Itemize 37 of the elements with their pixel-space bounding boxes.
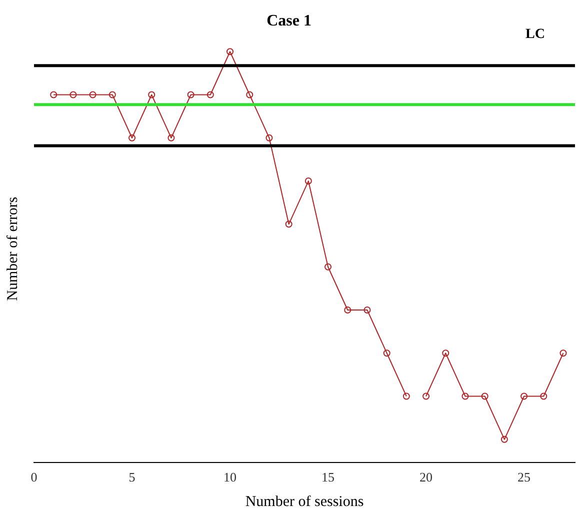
point — [520, 392, 528, 400]
point — [187, 91, 194, 98]
point — [128, 134, 136, 142]
x-tick-label: 0 — [30, 470, 38, 485]
x-tick-label: 5 — [128, 470, 136, 485]
point — [364, 306, 371, 314]
point — [50, 91, 58, 98]
point — [560, 350, 567, 357]
text: LC — [526, 27, 545, 42]
point — [304, 178, 312, 185]
x-tick-label: 15 — [322, 470, 335, 485]
x-tick-label: 20 — [420, 470, 433, 485]
point — [148, 91, 156, 98]
point — [442, 350, 450, 357]
chart-title: Case 1 — [266, 12, 312, 30]
point — [89, 91, 96, 98]
point — [206, 91, 214, 98]
point — [226, 48, 234, 56]
point — [108, 91, 116, 98]
point — [285, 220, 292, 228]
x-tick-label: 10 — [224, 470, 237, 485]
point — [383, 350, 390, 357]
point — [70, 91, 77, 98]
point — [402, 392, 410, 400]
point — [344, 306, 352, 314]
point — [246, 91, 254, 98]
point — [462, 392, 469, 400]
point — [422, 392, 430, 400]
point — [540, 392, 548, 400]
point — [500, 436, 508, 443]
point — [168, 134, 175, 142]
point — [266, 134, 273, 142]
x-tick-label: 25 — [518, 470, 531, 485]
x-axis-title: Number of sessions — [245, 494, 364, 510]
y-axis-title: Number of errors — [4, 196, 21, 301]
point — [324, 263, 332, 270]
point — [481, 392, 488, 400]
